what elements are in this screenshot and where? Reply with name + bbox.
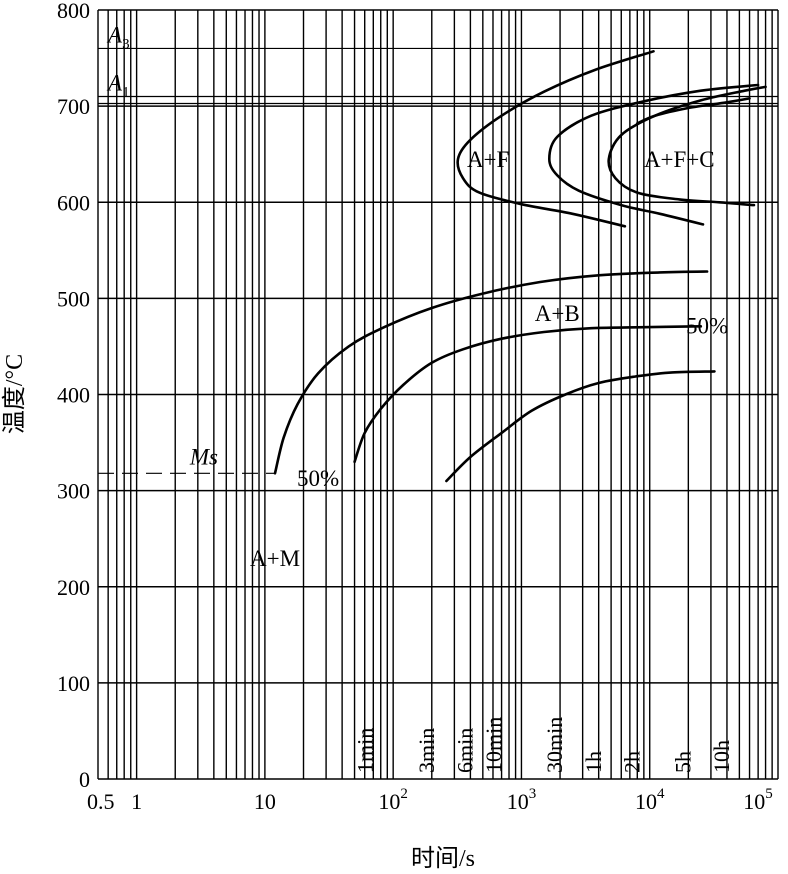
time-mark-30min: 30min (542, 717, 567, 773)
transformation-curves (273, 50, 767, 483)
curve-4 (273, 270, 709, 475)
time-mark-5h: 5h (670, 751, 695, 773)
time-mark-1min: 1min (353, 728, 378, 773)
curve-1 (547, 83, 760, 226)
curve-0 (456, 50, 655, 228)
x-tick-5: 104 (635, 786, 665, 814)
time-mark-6min: 6min (453, 728, 478, 773)
time-mark-1h: 1h (581, 751, 606, 773)
y-tick-0: 0 (79, 767, 90, 792)
y-tick-labels: 0 100 200 300 400 500 600 700 800 (57, 0, 90, 792)
region-3: A+M (250, 546, 300, 571)
x-tick-labels: 0.5 1 10 102 103 104 105 (87, 786, 773, 814)
y-tick-400: 400 (57, 383, 90, 408)
y-tick-500: 500 (57, 286, 90, 311)
ms-label: Ms (189, 444, 218, 469)
y-axis-label: 温度/°C (1, 354, 28, 434)
y-tick-600: 600 (57, 190, 90, 215)
region-labels: A+F A+F+C A+B A+M (250, 147, 715, 571)
curve-2 (607, 85, 767, 207)
x-tick-4: 103 (507, 786, 537, 814)
region-0: A+F (467, 147, 509, 172)
annotation-50pct-1: 50% (297, 466, 339, 491)
x-tick-0: 0.5 (87, 789, 115, 814)
x-axis-label: 时间/s (411, 845, 475, 872)
region-2: A+B (535, 301, 580, 326)
time-mark-10h: 10h (709, 740, 734, 773)
curve-3 (636, 97, 751, 125)
annotation-50pct-0: 50% (686, 313, 728, 338)
curve-6 (445, 370, 716, 483)
x-tick-1: 1 (131, 789, 142, 814)
y-tick-100: 100 (57, 671, 90, 696)
horizontal-gridlines (98, 9, 778, 780)
region-1: A+F+C (644, 147, 715, 172)
time-mark-10min: 10min (481, 717, 506, 773)
x-tick-3: 102 (378, 786, 408, 814)
y-tick-800: 800 (57, 0, 90, 23)
y-tick-200: 200 (57, 575, 90, 600)
time-mark-3min: 3min (414, 728, 439, 773)
time-mark-labels: 1min 3min 6min 10min 30min 1h 2h 5h 10h (353, 717, 734, 773)
annotation-labels: 50% 50% (297, 313, 728, 491)
y-tick-300: 300 (57, 479, 90, 504)
x-tick-2: 10 (254, 789, 276, 814)
curve-5 (353, 325, 703, 464)
time-mark-2h: 2h (619, 751, 644, 773)
y-tick-700: 700 (57, 94, 90, 119)
x-tick-6: 105 (743, 786, 773, 814)
